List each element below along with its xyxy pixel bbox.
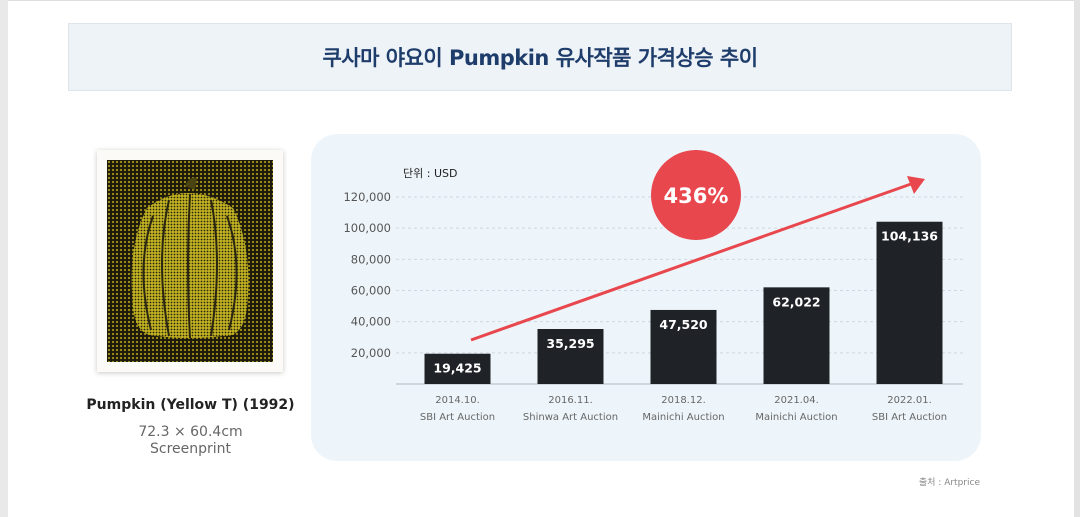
trend-arrow (470, 182, 912, 342)
bar-value-label: 62,022 (772, 294, 820, 309)
bar (424, 353, 491, 384)
y-tick-label: 100,000 (343, 221, 391, 235)
x-tick-auction: Mainichi Auction (755, 412, 837, 423)
x-tick-date: 2021.04. (774, 395, 819, 406)
bar (763, 287, 830, 384)
artwork-medium: Screenprint (149, 441, 232, 457)
x-tick-auction: SBI Art Auction (420, 412, 495, 423)
y-tick-label: 40,000 (351, 315, 391, 329)
artwork-dimensions: 72.3 × 60.4cm (138, 424, 243, 440)
artwork-title: Pumpkin (Yellow T) (1992) (86, 397, 295, 413)
pumpkin-artwork-icon (107, 160, 273, 362)
y-tick-label: 120,000 (343, 190, 391, 204)
y-tick-label: 60,000 (351, 284, 391, 298)
bar-value-label: 35,295 (546, 336, 594, 351)
title-banner: 쿠사마 야요이 Pumpkin 유사작품 가격상승 추이 (68, 23, 1012, 91)
bar-value-label: 47,520 (659, 317, 708, 332)
x-tick-auction: Mainichi Auction (642, 412, 724, 423)
x-tick-auction: SBI Art Auction (872, 412, 947, 423)
bar (650, 309, 717, 384)
x-tick-date: 2016.11. (548, 395, 593, 406)
bar (537, 328, 604, 384)
trend-arrow-head (907, 176, 925, 194)
chart-panel: 단위 : USD 20,000 40,000 60,000 80,000 100,000 1… (311, 134, 981, 461)
page-title: 쿠사마 야요이 Pumpkin 유사작품 가격상승 추이 (322, 46, 758, 70)
unit-label: 단위 : USD (403, 167, 457, 180)
growth-badge (651, 150, 741, 240)
bar (876, 221, 943, 384)
y-tick-label: 80,000 (351, 252, 391, 266)
growth-badge-label: 436% (664, 184, 729, 208)
price-bar-chart: 단위 : USD 20,000 40,000 60,000 80,000 100,000 1… (343, 150, 963, 423)
artwork-frame (97, 150, 283, 372)
x-tick-auction: Shinwa Art Auction (523, 412, 618, 423)
x-tick-date: 2014.10. (435, 395, 480, 406)
x-tick-date: 2018.12. (661, 395, 706, 406)
x-tick-date: 2022.01. (887, 395, 932, 406)
source-note: 출처 : Artprice (918, 478, 980, 488)
y-tick-label: 20,000 (351, 346, 391, 360)
page: 쿠사마 야요이 Pumpkin 유사작품 가격상승 추이 (8, 0, 1074, 517)
bar-value-label: 19,425 (433, 361, 481, 376)
page-edge (1074, 0, 1080, 517)
bar-value-label: 104,136 (881, 229, 938, 244)
